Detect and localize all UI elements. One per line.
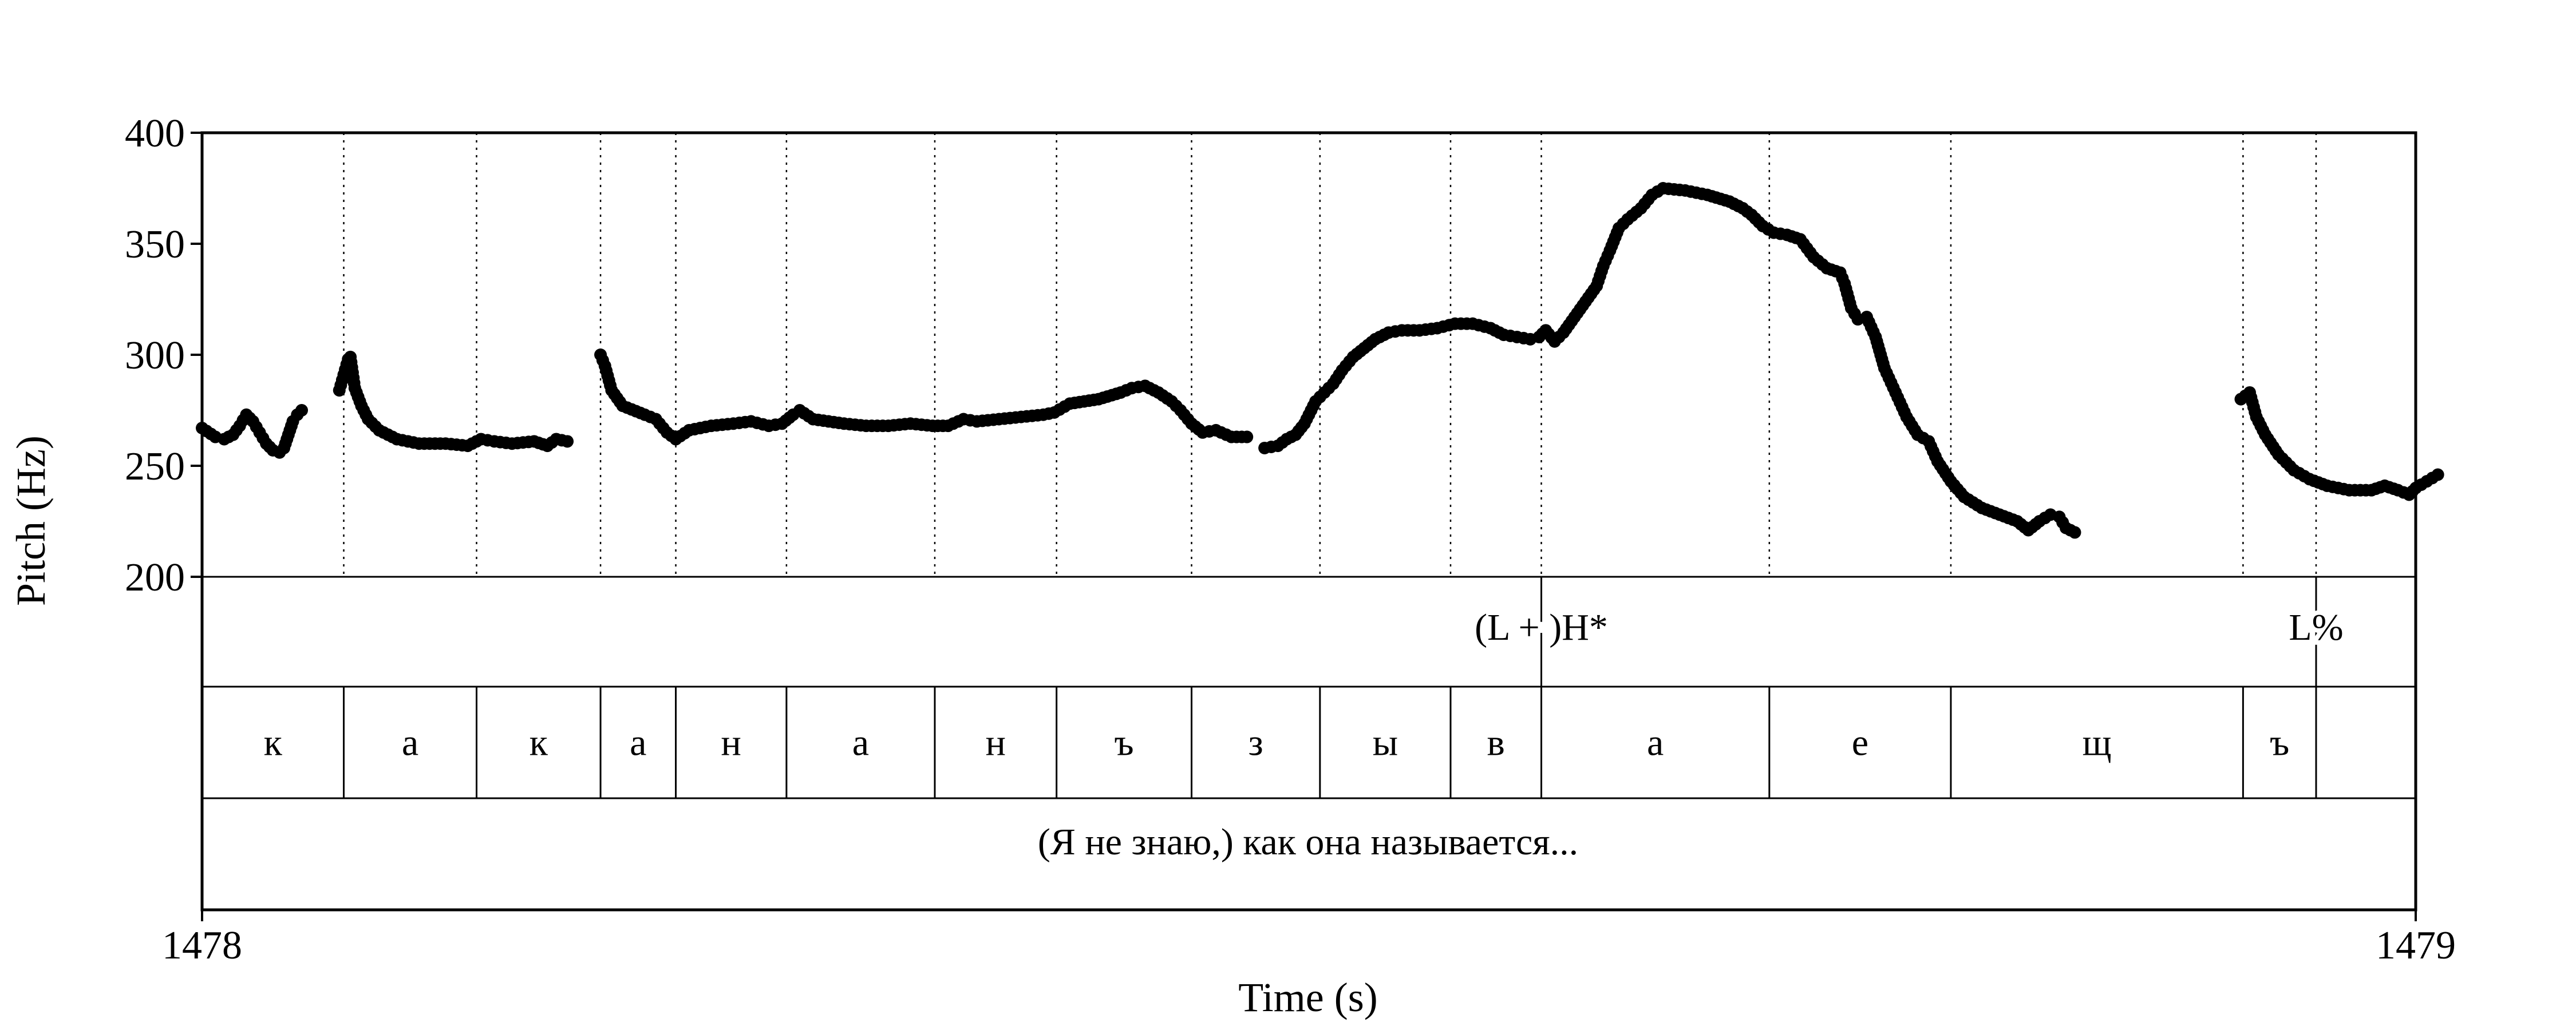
x-tick-label: 1479 bbox=[2376, 924, 2456, 968]
segment-label: к bbox=[264, 722, 283, 764]
y-axis: 200 250 300 350 400 bbox=[125, 112, 202, 600]
annotation-tiers bbox=[200, 131, 2417, 912]
segment-label: а bbox=[852, 722, 869, 764]
segment-label: е bbox=[1852, 722, 1868, 764]
y-tick-label: 200 bbox=[125, 556, 185, 600]
pitch-contour bbox=[196, 182, 2444, 539]
tone-label: L% bbox=[2289, 607, 2343, 648]
segment-label: щ bbox=[2083, 722, 2112, 764]
pitch-point bbox=[295, 404, 309, 417]
y-tick-label: 300 bbox=[125, 334, 185, 378]
pitch-point bbox=[1240, 430, 1254, 443]
segment-label: з bbox=[1249, 722, 1263, 764]
y-tick-label: 350 bbox=[125, 223, 185, 267]
y-axis-label: Pitch (Hz) bbox=[8, 435, 54, 606]
segment-label: ъ bbox=[1115, 722, 1134, 764]
segment-label: к bbox=[530, 722, 548, 764]
y-tick-label: 250 bbox=[125, 445, 185, 489]
chart-frame bbox=[200, 131, 2417, 912]
pitch-point bbox=[2431, 468, 2444, 481]
tone-tier: (L + )H* L% bbox=[1470, 577, 2348, 687]
segment-label: в bbox=[1487, 722, 1505, 764]
segment-boundary-lines bbox=[343, 133, 2317, 577]
segment-label: ъ bbox=[2270, 722, 2289, 764]
segment-label: н bbox=[721, 722, 741, 764]
segment-label: ы bbox=[1373, 722, 1398, 764]
pitch-point bbox=[2068, 526, 2081, 539]
segment-label: а bbox=[1647, 722, 1664, 764]
segment-label: а bbox=[402, 722, 418, 764]
x-axis: 1478 1479 bbox=[162, 910, 2456, 968]
x-axis-label: Time (s) bbox=[1238, 974, 1377, 1020]
x-tick-label: 1478 bbox=[162, 924, 242, 968]
tone-label: (L + )H* bbox=[1475, 607, 1608, 648]
pitch-point bbox=[561, 435, 574, 448]
segment-label: н bbox=[986, 722, 1006, 764]
segment-label: а bbox=[630, 722, 646, 764]
sentence-label: (Я не знаю,) как она называется... bbox=[1038, 821, 1578, 863]
y-tick-label: 400 bbox=[125, 112, 185, 156]
